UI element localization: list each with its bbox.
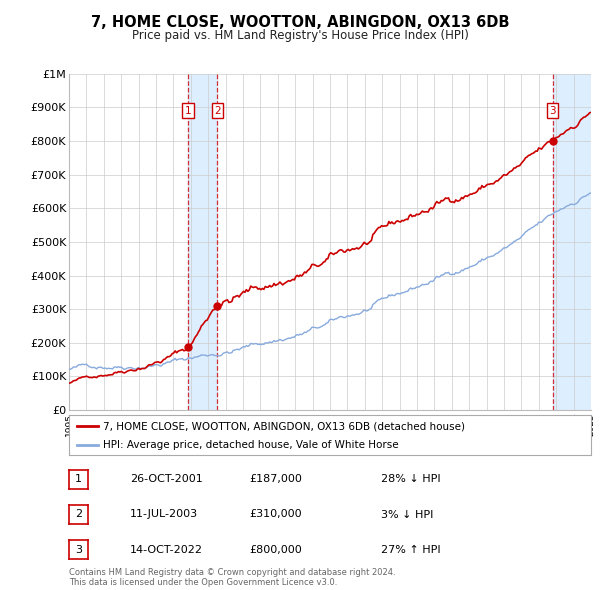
Text: 1: 1 [184,106,191,116]
Text: 3: 3 [549,106,556,116]
Text: 7, HOME CLOSE, WOOTTON, ABINGDON, OX13 6DB (detached house): 7, HOME CLOSE, WOOTTON, ABINGDON, OX13 6… [103,421,465,431]
Text: £800,000: £800,000 [249,545,302,555]
Text: £310,000: £310,000 [249,510,302,519]
Text: 26-OCT-2001: 26-OCT-2001 [130,474,203,484]
Text: 7, HOME CLOSE, WOOTTON, ABINGDON, OX13 6DB: 7, HOME CLOSE, WOOTTON, ABINGDON, OX13 6… [91,15,509,30]
Text: 3% ↓ HPI: 3% ↓ HPI [381,510,433,519]
Text: This data is licensed under the Open Government Licence v3.0.: This data is licensed under the Open Gov… [69,578,337,587]
Text: 11-JUL-2003: 11-JUL-2003 [130,510,199,519]
Text: HPI: Average price, detached house, Vale of White Horse: HPI: Average price, detached house, Vale… [103,440,398,450]
Text: 3: 3 [75,545,82,555]
Bar [188,74,217,410]
Text: 2: 2 [214,106,221,116]
Text: 1: 1 [75,474,82,484]
Text: Price paid vs. HM Land Registry's House Price Index (HPI): Price paid vs. HM Land Registry's House … [131,30,469,42]
Text: Contains HM Land Registry data © Crown copyright and database right 2024.: Contains HM Land Registry data © Crown c… [69,568,395,577]
Text: 28% ↓ HPI: 28% ↓ HPI [381,474,440,484]
Text: £187,000: £187,000 [249,474,302,484]
Bar [553,74,591,410]
Text: 27% ↑ HPI: 27% ↑ HPI [381,545,440,555]
Text: 14-OCT-2022: 14-OCT-2022 [130,545,203,555]
Text: 2: 2 [75,510,82,519]
